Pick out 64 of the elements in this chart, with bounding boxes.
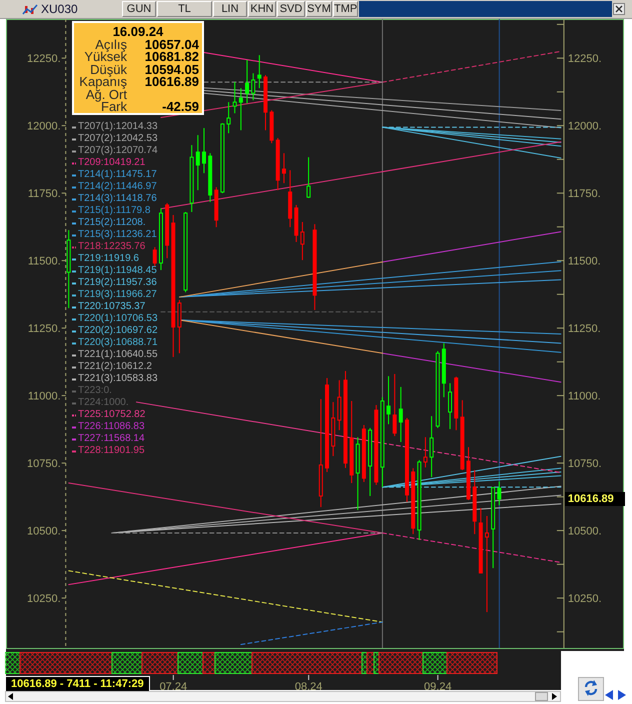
toolbar-button: TMP xyxy=(333,1,358,17)
text: 10616.89 - 7411 - 11:47:29 xyxy=(11,678,144,690)
y-tick-label: 10750. xyxy=(27,458,61,470)
legend-label: T207(2):12042.53 xyxy=(78,133,158,145)
toolbar-button: SVD xyxy=(277,1,305,17)
legend-label: T225:10752.82 xyxy=(78,409,146,421)
legend-label: T214(1):11475.17 xyxy=(78,169,157,181)
text: 10616.89 xyxy=(568,493,614,505)
legend-label: T215(3):11236.21 xyxy=(78,229,157,241)
legend-label: T215(2):11208. xyxy=(78,217,146,229)
legend-label: T221(3):10583.83 xyxy=(78,373,158,385)
y2-tick-label: 10500. xyxy=(568,526,602,538)
legend-label: T221(1):10640.55 xyxy=(78,349,158,361)
y-tick-label: 12000. xyxy=(27,120,61,133)
y-tick-label: 10500. xyxy=(27,526,61,538)
y2-tick-label: 11750. xyxy=(568,188,601,200)
legend-label: T207(1):12014.33 xyxy=(78,121,158,133)
y-tick-label: 11750. xyxy=(28,188,61,200)
legend-label: T214(3):11418.76 xyxy=(78,193,157,205)
text: Düşük 10594.05 xyxy=(90,62,199,76)
legend-label: T221(2):10612.2 xyxy=(78,361,152,373)
x-tick-label: 08.24 xyxy=(294,681,322,693)
legend-label: T228:11901.95 xyxy=(78,445,145,457)
legend-label: T219(3):11966.27 xyxy=(78,289,157,301)
legend-label: T220(2):10697.62 xyxy=(78,325,158,337)
y-tick-label: 11500. xyxy=(28,256,61,268)
legend-label: T219:11919.6 xyxy=(78,253,139,265)
legend-label: T209:10419.21 xyxy=(78,157,146,169)
x-tick-label: 09.24 xyxy=(424,681,452,693)
toolbar-button: TL xyxy=(157,1,212,17)
y2-tick-label: 10750. xyxy=(568,458,602,470)
annotation: 16.09.24 xyxy=(112,24,164,39)
legend-label: T224:1000. xyxy=(78,397,129,409)
y2-tick-label: 11500. xyxy=(568,256,601,268)
legend-label: T218:12235.76 xyxy=(78,241,146,253)
y2-tick-label: 11000. xyxy=(568,390,601,403)
toolbar-button: LIN xyxy=(213,1,247,17)
y-tick-label: 11250. xyxy=(28,323,61,336)
annotation: 10616.89 xyxy=(144,74,199,89)
text: Fark -42.59 xyxy=(101,99,199,114)
legend-label: T219(1):11948.45 xyxy=(78,265,157,277)
y-tick-label: 10250. xyxy=(27,593,61,606)
x-tick-label: 07.24 xyxy=(160,681,188,693)
text: Açılış 10657.04 xyxy=(95,36,199,52)
y2-tick-label: 12250. xyxy=(568,53,602,66)
chart-title: XU030 xyxy=(41,2,78,16)
legend-label: T227:11568.14 xyxy=(78,433,145,445)
toolbar-button: GUN xyxy=(122,1,156,17)
legend-label: T220:10735.37 xyxy=(78,301,146,313)
toolbar-button: SYM xyxy=(306,1,332,17)
legend-label: T223:0. xyxy=(78,385,112,397)
legend-label: T226:11086.83 xyxy=(78,421,145,433)
legend-label: T220(1):10706.53 xyxy=(78,313,158,325)
legend-label: T214(2):11446.97 xyxy=(78,181,157,193)
y2-tick-label: 11250. xyxy=(568,323,601,336)
y-tick-label: 11000. xyxy=(28,390,61,403)
legend-label: T207(3):12070.74 xyxy=(78,145,158,157)
legend-label: T215(1):11179.8 xyxy=(78,205,150,217)
legend-label: T219(2):11957.36 xyxy=(78,277,157,289)
legend-label: T220(3):10688.71 xyxy=(78,337,158,349)
y2-tick-label: 10250. xyxy=(568,593,602,606)
y-tick-label: 12250. xyxy=(27,53,61,66)
y2-tick-label: 12000. xyxy=(568,120,602,133)
toolbar-button: KHN xyxy=(248,1,276,17)
